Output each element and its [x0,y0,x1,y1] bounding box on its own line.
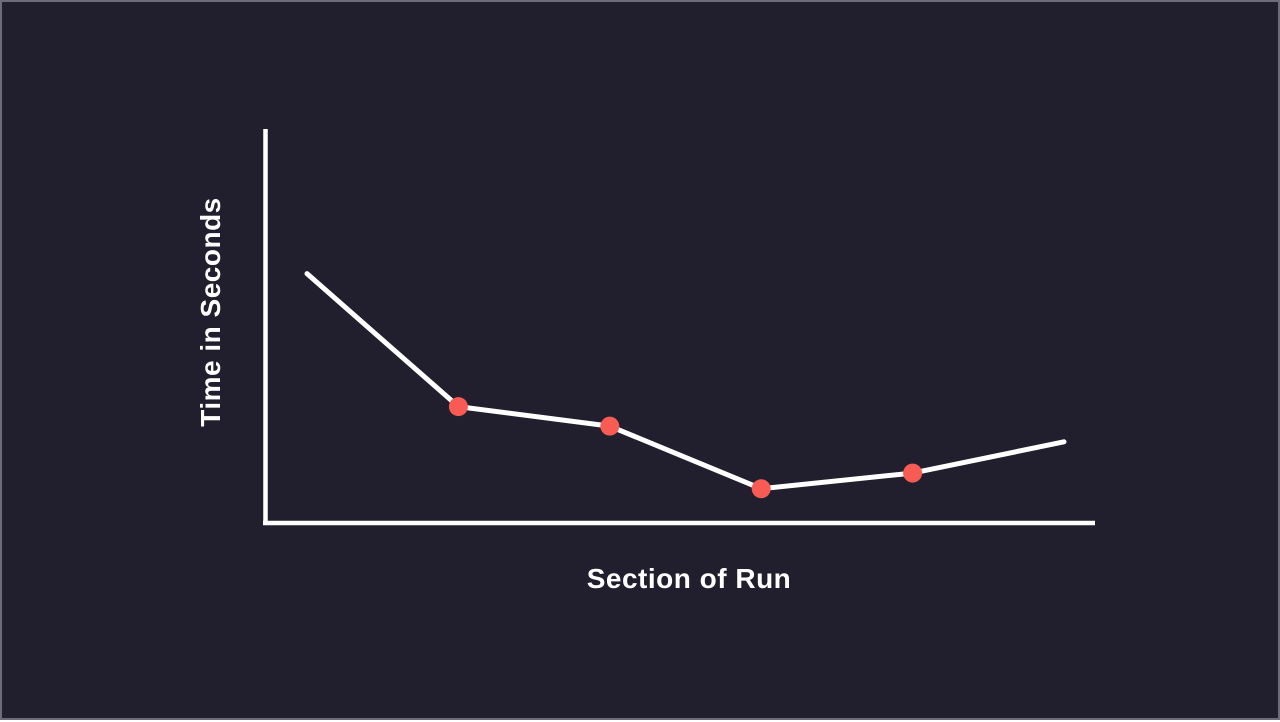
y-axis-label: Time in Seconds [195,197,226,427]
x-axis-label: Section of Run [586,563,792,594]
data-point-marker [600,416,620,436]
data-line [304,271,1067,492]
data-point-markers [448,397,923,499]
data-point-marker [448,397,468,417]
data-point-marker [751,479,771,499]
data-point-marker [903,463,923,483]
